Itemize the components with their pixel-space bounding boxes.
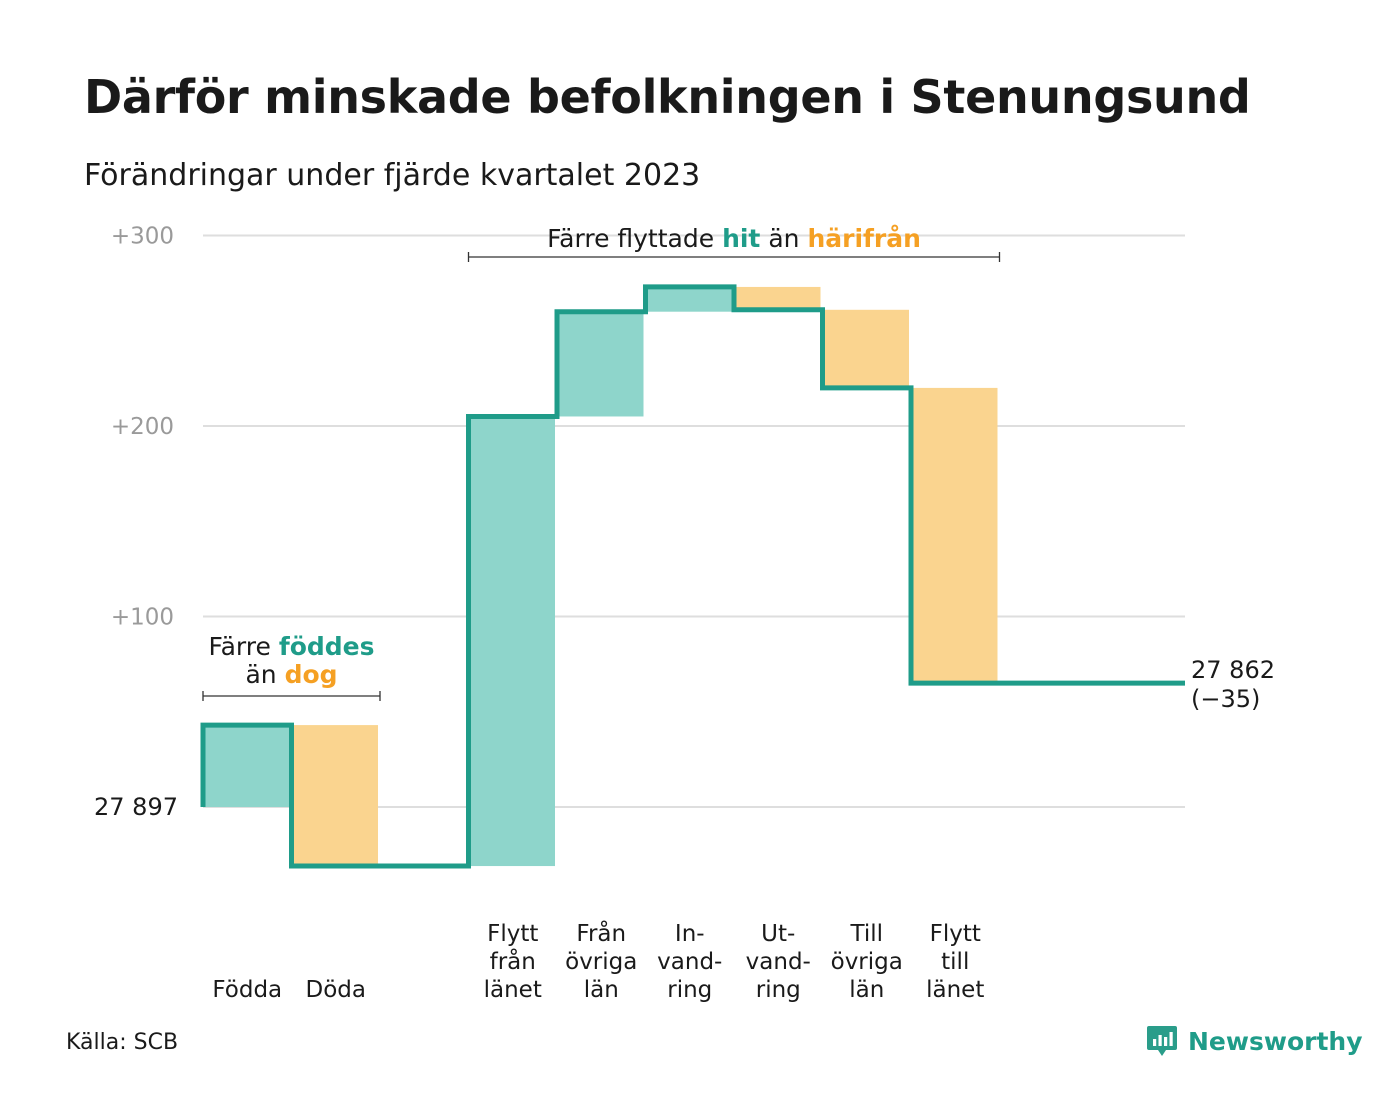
bar-out xyxy=(736,286,821,310)
annotation-part: än xyxy=(760,224,807,253)
category-label: Flytt xyxy=(930,921,981,947)
category-label: vand- xyxy=(657,949,722,975)
category-label: Flytt xyxy=(487,921,538,947)
annotation-part: hit xyxy=(722,224,760,253)
category-label: ring xyxy=(756,977,801,1003)
category-label: Födda xyxy=(212,977,282,1003)
category-label: länet xyxy=(484,977,542,1003)
end-value-label: 27 862 xyxy=(1191,656,1275,684)
category-label: länet xyxy=(926,977,984,1003)
annotation-part: dog xyxy=(285,660,338,689)
brand-name: Newsworthy xyxy=(1188,1026,1363,1056)
y-tick-label: +300 xyxy=(111,224,174,250)
bar-in xyxy=(470,416,555,867)
annotation-part: härifrån xyxy=(807,224,920,253)
category-label: vand- xyxy=(746,949,811,975)
chart-title: Därför minskade befolkningen i Stenungsu… xyxy=(84,70,1251,124)
category-label: län xyxy=(849,977,884,1003)
annotation-bracket xyxy=(467,252,1001,262)
category-label: Ut- xyxy=(761,921,795,947)
bar-in xyxy=(647,286,732,312)
category-label: Döda xyxy=(306,977,366,1003)
bar-out xyxy=(293,725,378,867)
newsworthy-logo-icon xyxy=(1147,1026,1177,1056)
category-label: In- xyxy=(675,921,705,947)
annotation-part: föddes xyxy=(279,632,375,661)
annotation-text: Färre flyttade hit än härifrån xyxy=(547,224,921,253)
annotation-text: än dog xyxy=(245,660,337,689)
category-label: övriga xyxy=(831,949,903,975)
bar-out xyxy=(824,309,909,388)
category-label: från xyxy=(490,947,536,975)
annotation-part: Färre xyxy=(209,632,279,661)
category-label: ring xyxy=(667,977,712,1003)
category-label: Från xyxy=(576,919,626,947)
annotation-part: Färre flyttade xyxy=(547,224,722,253)
source-note: Källa: SCB xyxy=(66,1030,179,1055)
annotation-part: än xyxy=(245,660,284,689)
start-value-label: 27 897 xyxy=(94,793,178,821)
bar-out xyxy=(913,387,998,684)
newsworthy-logo[interactable]: Newsworthy xyxy=(1146,1024,1363,1058)
category-label: till xyxy=(941,949,969,975)
annotation-bracket xyxy=(202,691,381,701)
bar-in xyxy=(205,725,290,807)
bar-in xyxy=(559,311,644,417)
y-tick-label: +200 xyxy=(111,414,174,440)
cumulative-line xyxy=(200,284,1185,869)
y-tick-label: +100 xyxy=(111,605,174,631)
end-change-label: (−35) xyxy=(1191,685,1260,713)
category-label: övriga xyxy=(565,949,637,975)
chart-subtitle: Förändringar under fjärde kvartalet 2023 xyxy=(84,158,701,193)
annotation-text: Färre föddes xyxy=(209,632,375,661)
category-label: län xyxy=(584,977,619,1003)
category-label: Till xyxy=(849,921,883,947)
